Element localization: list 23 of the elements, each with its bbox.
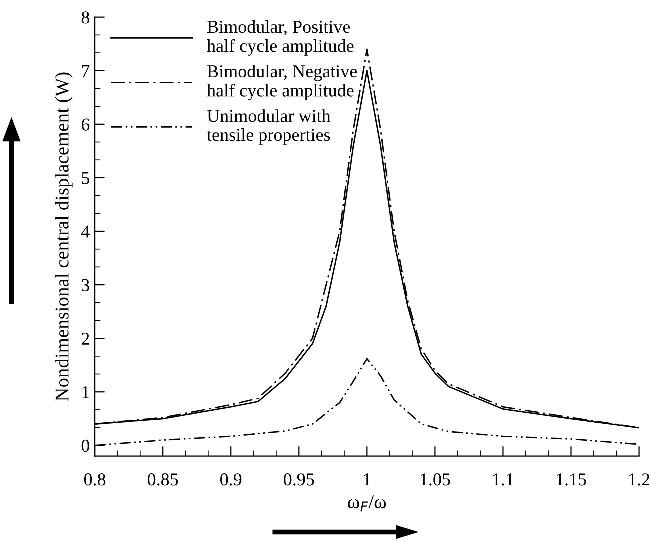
y-tick-label: 3 [82,279,90,292]
x-tick-label: 0.85 [148,474,178,486]
y-tick-label: 0 [82,440,90,452]
y-axis-title: Nondimensional central displacement (W) [55,72,73,402]
x-tick-label: 0.8 [84,474,106,486]
y-tick-label: 6 [82,118,90,131]
x-tick-label: 0.9 [220,474,242,486]
y-tick-label: 2 [82,332,90,345]
x-axis-title: ω$_{F}$/ω [348,496,386,512]
legend-label: Bimodular, Negative half cycle amplitude [207,64,358,101]
legend-label: Bimodular, Positive half cycle amplitude [207,20,354,56]
y-tick-label: 4 [82,226,90,238]
y-tick-label: 1 [82,386,90,398]
y-tick-label: 5 [82,172,90,184]
x-tick-label: 1.1 [494,474,514,486]
x-tick-label: 0.95 [284,474,314,486]
x-tick-label: 1 [364,474,371,486]
x-tick-label: 1.05 [420,474,450,486]
x-tick-label: 1.2 [630,474,650,486]
y-tick-label: 7 [82,65,90,78]
y-tick-label: 8 [82,12,90,24]
legend-label: Unimodular with tensile properties [207,110,331,145]
x-tick-label: 1.15 [557,474,586,486]
